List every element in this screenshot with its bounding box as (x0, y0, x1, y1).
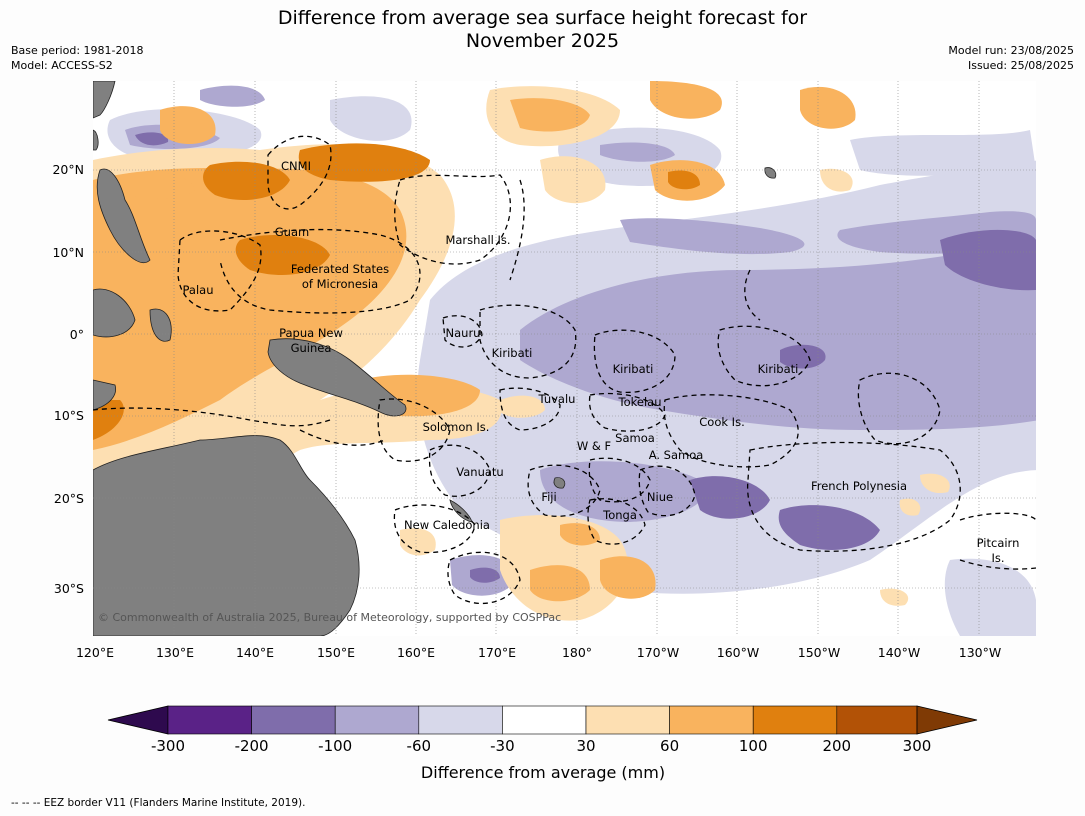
map-area: © Commonwealth of Australia 2025, Bureau… (93, 81, 1036, 636)
colorbar-over-arrow (916, 705, 978, 735)
lon-tick-label: 140°W (878, 645, 920, 660)
colorbar: -300 -200 -100 -60 -30 30 60 100 200 300… (107, 705, 978, 782)
place-label: Pitcairn (977, 536, 1020, 550)
place-label: CNMI (281, 159, 311, 173)
lon-tick-label: 120°E (76, 645, 114, 660)
eez-borders (93, 135, 1036, 605)
colorbar-tick-label: 30 (576, 737, 595, 755)
place-label: New Caledonia (404, 518, 490, 532)
place-label: Fiji (541, 490, 556, 504)
colorbar-tick-label: 300 (903, 737, 932, 755)
map-title: Difference from average sea surface heig… (0, 7, 1085, 53)
meta-right: Model run: 23/08/2025 Issued: 25/08/2025 (948, 43, 1074, 73)
colorbar-tick-label: -30 (490, 737, 515, 755)
lat-tick-label: 20°N (52, 162, 84, 177)
lon-tick-label: 170°W (637, 645, 679, 660)
model-run: Model run: 23/08/2025 (948, 44, 1074, 57)
place-label: Guam (275, 225, 309, 239)
place-label: Nauru (446, 326, 481, 340)
eez-footnote: -- -- -- EEZ border V11 (Flanders Marine… (11, 797, 306, 809)
lon-tick-label: 130°E (156, 645, 194, 660)
map-figure: © Commonwealth of Australia 2025, Bureau… (52, 81, 1036, 782)
colorbar-segment (669, 705, 754, 735)
place-label: A. Samoa (649, 448, 704, 462)
place-label: French Polynesia (811, 479, 907, 493)
place-label: Cook Is. (699, 415, 744, 429)
place-label: Kiribati (758, 362, 799, 376)
place-labels: CNMI Guam Marshall Is. Federated States … (183, 159, 1020, 565)
colorbar-tick-label: 100 (739, 737, 768, 755)
lat-tick-label: 20°S (54, 491, 84, 506)
lat-tick-label: 30°S (54, 581, 84, 596)
place-label: Kiribati (613, 362, 654, 376)
base-period: Base period: 1981-2018 (11, 44, 144, 57)
lat-tick-label: 10°S (54, 408, 84, 423)
colorbar-under-arrow (107, 705, 169, 735)
place-label: Solomon Is. (423, 420, 490, 434)
lon-tick-label: 150°W (798, 645, 840, 660)
philippines-land (96, 168, 151, 263)
colorbar-tick-label: 200 (822, 737, 851, 755)
lon-tick-label: 180° (562, 645, 592, 660)
taiwan-land (93, 129, 99, 151)
colorbar-tick-label: -300 (151, 737, 185, 755)
colorbar-segment (167, 705, 252, 735)
colorbar-segment (752, 705, 838, 735)
lon-tick-label: 170°E (478, 645, 516, 660)
place-label: of Micronesia (302, 277, 378, 291)
place-label: Tuvalu (538, 392, 576, 406)
place-label: Guinea (291, 341, 332, 355)
lat-tick-labels: 20°N 10°N 0° 10°S 20°S 30°S (52, 162, 84, 596)
place-label: Federated States (291, 262, 389, 276)
place-label: Samoa (615, 431, 655, 445)
land-masses (93, 81, 777, 636)
issued-date: Issued: 25/08/2025 (967, 59, 1074, 72)
place-label: Palau (183, 283, 214, 297)
place-label: Tonga (602, 508, 637, 522)
lon-tick-label: 160°W (717, 645, 759, 660)
fiji-land (553, 477, 566, 489)
colorbar-tick-label: -100 (318, 737, 352, 755)
sulawesi-land (149, 308, 172, 342)
model-name: Model: ACCESS-S2 (11, 59, 113, 72)
place-label: Vanuatu (456, 465, 503, 479)
lon-tick-label: 140°E (236, 645, 274, 660)
place-label: Marshall Is. (445, 233, 510, 247)
place-label: Niue (647, 490, 673, 504)
lon-tick-label: 130°W (959, 645, 1001, 660)
place-label: Tokelau (618, 395, 662, 409)
lat-tick-label: 0° (70, 327, 84, 342)
place-label: Is. (991, 551, 1004, 565)
colorbar-segment (418, 705, 503, 735)
colorbar-label: Difference from average (mm) (421, 763, 665, 782)
borneo-land (93, 288, 136, 338)
colorbar-segment (585, 705, 670, 735)
colorbar-tick-label: -60 (407, 737, 432, 755)
title-line-1: Difference from average sea surface heig… (277, 7, 808, 29)
copyright-notice: © Commonwealth of Australia 2025, Bureau… (98, 611, 561, 624)
colorbar-segment (334, 705, 420, 735)
place-label: W & F (577, 439, 611, 453)
colorbar-segment (251, 705, 336, 735)
lon-tick-label: 160°E (397, 645, 435, 660)
lon-tick-label: 150°E (317, 645, 355, 660)
colorbar-segment (836, 705, 918, 735)
colorbar-tick-label: -200 (235, 737, 269, 755)
asia-mainland (93, 81, 116, 119)
hawaii-land (764, 167, 777, 179)
new-guinea-land (267, 338, 407, 417)
lat-tick-label: 10°N (52, 245, 84, 260)
lon-tick-labels: 120°E 130°E 140°E 150°E 160°E 170°E 180°… (76, 645, 1001, 660)
place-label: Kiribati (492, 346, 533, 360)
colorbar-segment (502, 705, 587, 735)
place-label: Papua New (279, 326, 343, 340)
negative-anomaly-field (107, 85, 1036, 636)
meta-left: Base period: 1981-2018 Model: ACCESS-S2 (11, 43, 143, 73)
colorbar-tick-label: 60 (660, 737, 679, 755)
australia-land (93, 435, 360, 636)
title-line-2: November 2025 (465, 30, 620, 52)
